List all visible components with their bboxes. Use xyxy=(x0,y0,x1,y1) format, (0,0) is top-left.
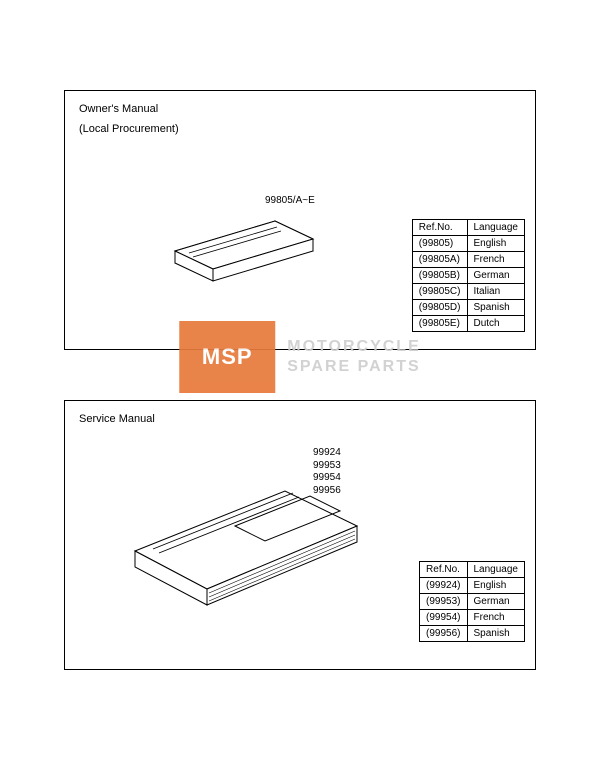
panel1-callout: 99805/A~E xyxy=(265,195,315,208)
table-row: (99805B)German xyxy=(412,268,524,284)
table-cell: German xyxy=(467,594,525,610)
col-language: Language xyxy=(467,562,525,578)
table-row: (99805C)Italian xyxy=(412,284,524,300)
table-cell: (99805A) xyxy=(412,252,467,268)
panel1-title-line2: (Local Procurement) xyxy=(79,123,179,135)
table-header-row: Ref.No. Language xyxy=(420,562,525,578)
table-cell: (99953) xyxy=(420,594,467,610)
panel2-title: Service Manual xyxy=(79,413,155,425)
owners-manual-book-icon xyxy=(165,211,315,301)
table-cell: (99805C) xyxy=(412,284,467,300)
table-cell: German xyxy=(467,268,525,284)
table-cell: (99954) xyxy=(420,610,467,626)
panel1-title-line1: Owner's Manual xyxy=(79,103,158,115)
panel-owners-manual: Owner's Manual (Local Procurement) 99805… xyxy=(64,90,536,350)
panel2-ref-table: Ref.No. Language (99924)English(99953)Ge… xyxy=(419,561,525,642)
table-cell: French xyxy=(467,610,525,626)
table-row: (99805E)Dutch xyxy=(412,316,524,332)
watermark-line2: SPARE PARTS xyxy=(287,357,420,377)
table-cell: Spanish xyxy=(467,626,525,642)
panel-service-manual: Service Manual 99924 99953 99954 99956 xyxy=(64,400,536,670)
panel1-ref-body: (99805)English(99805A)French(99805B)Germ… xyxy=(412,236,524,332)
table-header-row: Ref.No. Language xyxy=(412,220,524,236)
table-row: (99805)English xyxy=(412,236,524,252)
table-row: (99954)French xyxy=(420,610,525,626)
col-refno: Ref.No. xyxy=(412,220,467,236)
panel2-ref-body: (99924)English(99953)German(99954)French… xyxy=(420,578,525,642)
table-cell: (99805D) xyxy=(412,300,467,316)
table-row: (99953)German xyxy=(420,594,525,610)
callout-line: 99953 xyxy=(313,460,341,473)
callout-line: 99924 xyxy=(313,447,341,460)
table-cell: Italian xyxy=(467,284,525,300)
col-language: Language xyxy=(467,220,525,236)
table-cell: English xyxy=(467,236,525,252)
panel2-callout: 99924 99953 99954 99956 xyxy=(313,447,341,497)
callout-line: 99956 xyxy=(313,485,341,498)
table-cell: English xyxy=(467,578,525,594)
table-cell: Dutch xyxy=(467,316,525,332)
callout-line: 99954 xyxy=(313,472,341,485)
table-row: (99805A)French xyxy=(412,252,524,268)
table-cell: (99924) xyxy=(420,578,467,594)
diagram-canvas: Owner's Manual (Local Procurement) 99805… xyxy=(0,0,600,775)
table-cell: (99956) xyxy=(420,626,467,642)
table-cell: Spanish xyxy=(467,300,525,316)
table-row: (99956)Spanish xyxy=(420,626,525,642)
col-refno: Ref.No. xyxy=(420,562,467,578)
table-row: (99805D)Spanish xyxy=(412,300,524,316)
panel1-ref-table: Ref.No. Language (99805)English(99805A)F… xyxy=(412,219,525,332)
table-cell: French xyxy=(467,252,525,268)
table-cell: (99805B) xyxy=(412,268,467,284)
table-cell: (99805E) xyxy=(412,316,467,332)
table-cell: (99805) xyxy=(412,236,467,252)
table-row: (99924)English xyxy=(420,578,525,594)
